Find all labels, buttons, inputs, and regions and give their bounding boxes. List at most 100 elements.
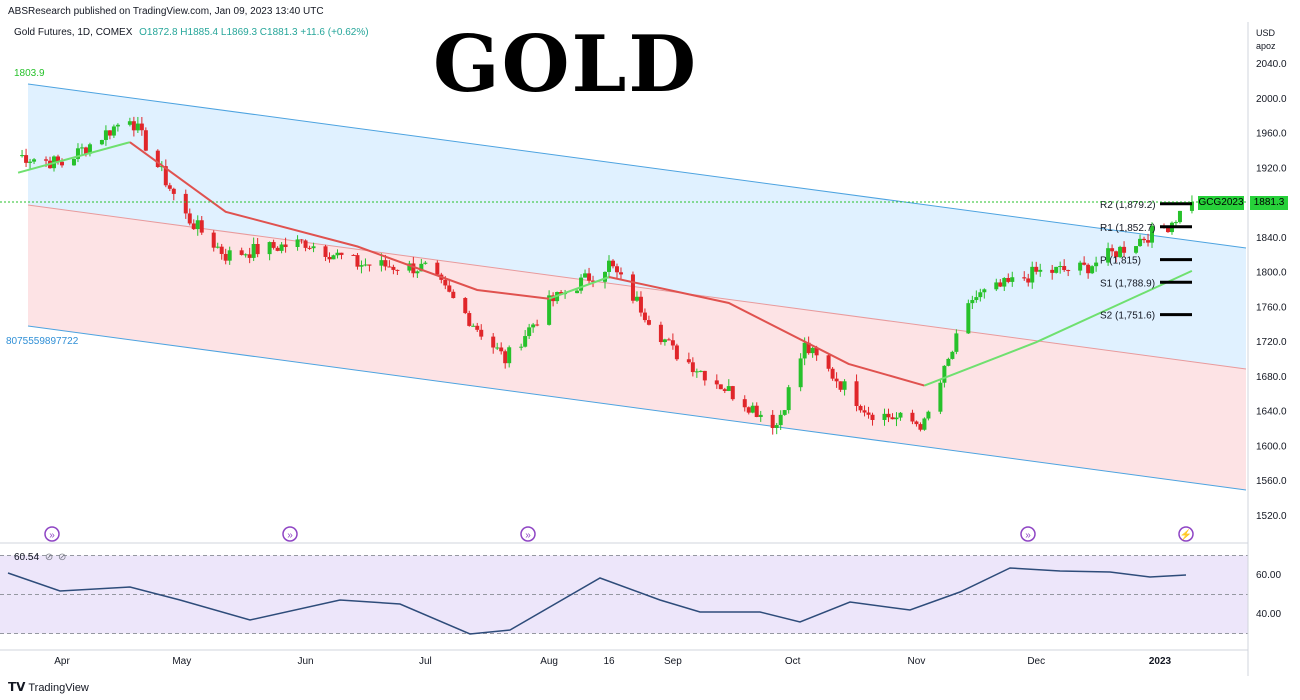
price-tick-label: 1720.0 [1256, 337, 1287, 348]
candle-body [1034, 266, 1039, 272]
candle-body [191, 223, 196, 230]
channel-top-line [27, 83, 1247, 249]
candle-body [898, 412, 903, 418]
candle-body [215, 246, 220, 248]
candle-body [503, 351, 508, 364]
candle-body [802, 342, 807, 359]
candle-body [842, 381, 847, 390]
time-tick-label: 2023 [1149, 656, 1172, 667]
price-tick-label: 1960.0 [1256, 129, 1287, 140]
candle-body [618, 272, 623, 275]
candle-body [28, 161, 33, 163]
candle-body [674, 345, 679, 360]
candle-body [227, 250, 232, 261]
candle-body [199, 220, 204, 233]
price-tick-label: 1520.0 [1256, 511, 1287, 522]
candle-body [994, 282, 999, 290]
time-tick-label: Dec [1027, 656, 1045, 667]
candle-body [251, 243, 256, 258]
candle-body [391, 266, 396, 270]
candle-body [946, 358, 951, 366]
candle-body [299, 239, 304, 241]
candle-body [379, 260, 384, 266]
candle-body [295, 239, 300, 247]
candle-body [658, 324, 663, 343]
candle-body [1066, 270, 1071, 272]
candle-body [914, 421, 919, 425]
candle-body [770, 414, 775, 429]
tradingview-logo-icon: 𝗧𝗩 [8, 680, 26, 694]
time-tick-label: Jul [419, 656, 432, 667]
lightning-event-icon[interactable] [1178, 526, 1194, 542]
dividend-event-icon[interactable] [1020, 526, 1036, 542]
tradingview-logo[interactable]: 𝗧𝗩 TradingView [8, 680, 89, 694]
price-tick-label: 2040.0 [1256, 59, 1287, 70]
candle-body [1165, 226, 1170, 233]
candle-body [195, 220, 200, 230]
channel-top-label: 1803.9 [14, 68, 45, 79]
candle-body [359, 265, 364, 267]
time-tick-label: Jun [297, 656, 313, 667]
candle-body [435, 262, 440, 275]
candle-body [890, 417, 895, 420]
candle-body [646, 320, 651, 325]
dividend-event-icon[interactable] [44, 526, 60, 542]
candle-body [335, 252, 340, 256]
candle-body [387, 266, 392, 268]
candle-body [475, 325, 480, 330]
candle-body [471, 325, 476, 327]
candle-body [870, 414, 875, 420]
rsi-settings-icon[interactable]: ⊘ [57, 552, 67, 563]
candle-body [1022, 277, 1027, 279]
candle-body [419, 263, 424, 272]
candle-body [187, 213, 192, 224]
candle-body [167, 185, 172, 189]
candle-body [303, 240, 308, 248]
candle-body [838, 381, 843, 390]
candle-body [523, 336, 528, 347]
candle-body [603, 271, 608, 282]
candle-body [243, 254, 248, 256]
candle-body [1030, 266, 1035, 283]
candle-body [239, 250, 244, 255]
moving-average-falling [608, 276, 925, 387]
candle-body [591, 280, 596, 282]
candle-body [383, 260, 388, 267]
candle-body [970, 300, 975, 304]
dividend-event-icon[interactable] [520, 526, 536, 542]
channel-mid-line [27, 204, 1247, 370]
candle-body [155, 150, 160, 168]
event-arrow-icon: » [49, 530, 55, 541]
dividend-event-icon[interactable] [282, 526, 298, 542]
candle-body [491, 336, 496, 348]
rsi-visibility-icon[interactable]: ⊘ [44, 552, 54, 563]
candle-body [726, 386, 731, 391]
candle-body [1086, 264, 1091, 274]
candle-body [1058, 266, 1063, 268]
candle-body [942, 365, 947, 383]
pivot-level-label: S1 (1,788.9) [1100, 278, 1155, 289]
candle-body [331, 255, 336, 260]
price-axis-currency: USD [1256, 28, 1276, 38]
candle-body [998, 282, 1003, 287]
candle-body [44, 159, 49, 161]
candle-body [966, 303, 971, 334]
tradingview-brand: TradingView [28, 682, 89, 694]
candle-body [275, 247, 280, 251]
candle-body [247, 254, 252, 258]
candle-body [614, 266, 619, 273]
candle-body [163, 166, 168, 186]
candle-body [746, 407, 751, 413]
candle-body [910, 412, 915, 422]
channel-upper-zone [28, 84, 1246, 369]
price-tick-label: 1600.0 [1256, 441, 1287, 452]
candle-body [367, 264, 372, 266]
time-tick-label: May [172, 656, 191, 667]
candle-body [139, 123, 144, 131]
pivot-level-label: P (1,815) [1100, 256, 1141, 267]
candle-body [447, 285, 452, 292]
candle-body [531, 324, 536, 328]
candle-body [99, 139, 104, 145]
candle-body [630, 274, 635, 301]
